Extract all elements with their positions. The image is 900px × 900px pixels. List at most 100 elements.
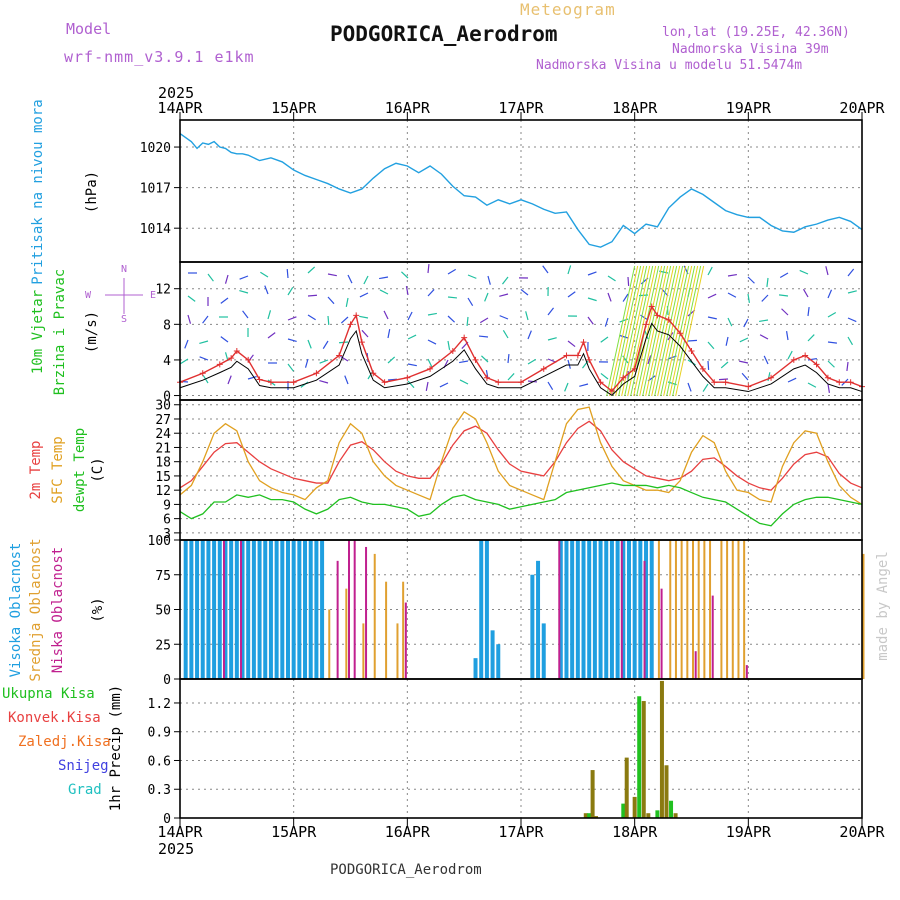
y-tick-label: 6 <box>163 513 171 528</box>
wind-arrow <box>725 336 729 346</box>
wind-arrow <box>439 382 449 388</box>
wind-arrow <box>567 340 576 348</box>
low-cloud-bar <box>353 540 356 679</box>
wind-arrow <box>187 295 196 302</box>
wind-speed-marker <box>381 379 388 386</box>
wind-arrow <box>707 360 710 371</box>
wind-arrow <box>647 355 652 365</box>
wind-arrow <box>367 371 374 380</box>
low-cloud-bar <box>404 602 407 679</box>
wind-arrow <box>622 293 629 302</box>
wind-arrow <box>405 286 409 296</box>
wind-arrow <box>687 382 692 392</box>
precip-bar <box>621 803 626 818</box>
wind-speed-marker <box>648 303 655 310</box>
wind-arrow <box>260 271 269 278</box>
wind-speed-marker <box>597 379 604 386</box>
wind-arrow <box>761 294 769 302</box>
wind-speed-marker <box>228 355 235 362</box>
wind-arrow <box>567 359 571 369</box>
wind-arrow <box>340 316 349 324</box>
wind-arrow <box>379 276 389 280</box>
wind-arrow <box>387 356 396 364</box>
wind-arrow <box>759 334 769 340</box>
precip-bar <box>587 813 592 818</box>
wind-speed-marker <box>677 330 684 337</box>
coords-label: lon,lat (19.25E, 42.36N) <box>662 25 850 40</box>
mid-cloud-bar <box>680 540 683 679</box>
high-cloud-bar <box>285 540 290 679</box>
wind-speed-marker <box>563 352 570 359</box>
wind-arrow <box>607 292 612 302</box>
wind-arrow <box>180 358 189 365</box>
wind-speed-marker <box>370 370 377 377</box>
mid-cloud-bar <box>743 540 746 679</box>
wind-arrow <box>651 265 681 397</box>
mid-cloud-axis-label: Srednja Oblacnost <box>28 538 44 681</box>
high-cloud-bar <box>609 540 614 679</box>
wind-arrow <box>847 336 854 346</box>
wind-arrow <box>727 273 737 277</box>
wind-arrow <box>427 358 433 368</box>
wind-arrow <box>347 274 353 284</box>
wind-unit-label: (m/s) <box>84 311 100 353</box>
wind-arrow <box>527 358 537 365</box>
elevation-label: Nadmorska Visina 39m <box>672 42 829 57</box>
wind-arrow <box>287 287 294 296</box>
wind-arrow <box>227 375 232 385</box>
precip-bar <box>673 813 678 818</box>
high-cloud-bar <box>200 540 205 679</box>
high-cloud-bar <box>615 540 620 679</box>
high-cloud-bar <box>212 540 217 679</box>
low-cloud-bar <box>558 540 561 679</box>
mid-cloud-bar <box>373 553 376 679</box>
precip-bar <box>659 680 664 818</box>
wind-arrow <box>707 266 713 276</box>
precip-legend-item: Konvek.Kisa <box>8 710 101 726</box>
wind-arrow <box>567 265 572 275</box>
wind-arrow <box>600 336 609 343</box>
wind-arrow <box>407 363 417 367</box>
wind-arrow <box>466 316 469 327</box>
wind-axis-label: 10m Vjetar <box>30 290 46 374</box>
high-cloud-bar <box>263 540 268 679</box>
wind-arrow <box>287 338 297 343</box>
precip-legend-item: Grad <box>68 782 102 798</box>
high-cloud-bar <box>644 540 649 679</box>
wind-arrow <box>672 265 702 397</box>
low-cloud-bar <box>745 665 748 679</box>
mid-cloud-bar <box>726 540 729 679</box>
y-tick-label: 75 <box>155 569 171 584</box>
high-cloud-bar <box>632 540 637 679</box>
precip-bar <box>637 696 642 818</box>
high-cloud-bar <box>638 540 643 679</box>
wind-arrow <box>319 359 329 364</box>
wind-arrow <box>827 341 838 344</box>
x-tick-label-bottom: 18APR <box>612 823 658 841</box>
wind-arrow <box>507 353 510 364</box>
wind-arrow <box>264 285 269 295</box>
temp-unit-label: (C) <box>90 457 106 482</box>
wind-arrow <box>807 382 817 388</box>
high-cloud-bar <box>234 540 239 679</box>
wind-arrow <box>619 318 629 323</box>
wind-speed-marker <box>654 312 661 319</box>
wind-arrow <box>481 355 489 363</box>
wind-arrow <box>720 361 729 369</box>
wind-speed-marker <box>699 365 706 372</box>
wind-arrow <box>707 293 717 299</box>
wind-arrow <box>741 372 749 381</box>
low-cloud-bar <box>660 588 663 679</box>
wind-speed-marker <box>790 356 797 363</box>
wind-arrow <box>827 311 837 318</box>
wind-arrow <box>787 377 797 383</box>
high-cloud-bar <box>490 630 495 679</box>
y-tick-label: 21 <box>155 441 171 456</box>
bottom-station-title: PODGORICA_Aerodrom <box>330 862 482 878</box>
y-tick-label: 0.3 <box>148 783 171 798</box>
wind-arrow <box>666 265 696 397</box>
wind-arrow <box>654 265 684 397</box>
wind-arrow <box>763 355 769 365</box>
high-cloud-bar <box>479 540 484 679</box>
wind-arrow <box>407 380 415 389</box>
